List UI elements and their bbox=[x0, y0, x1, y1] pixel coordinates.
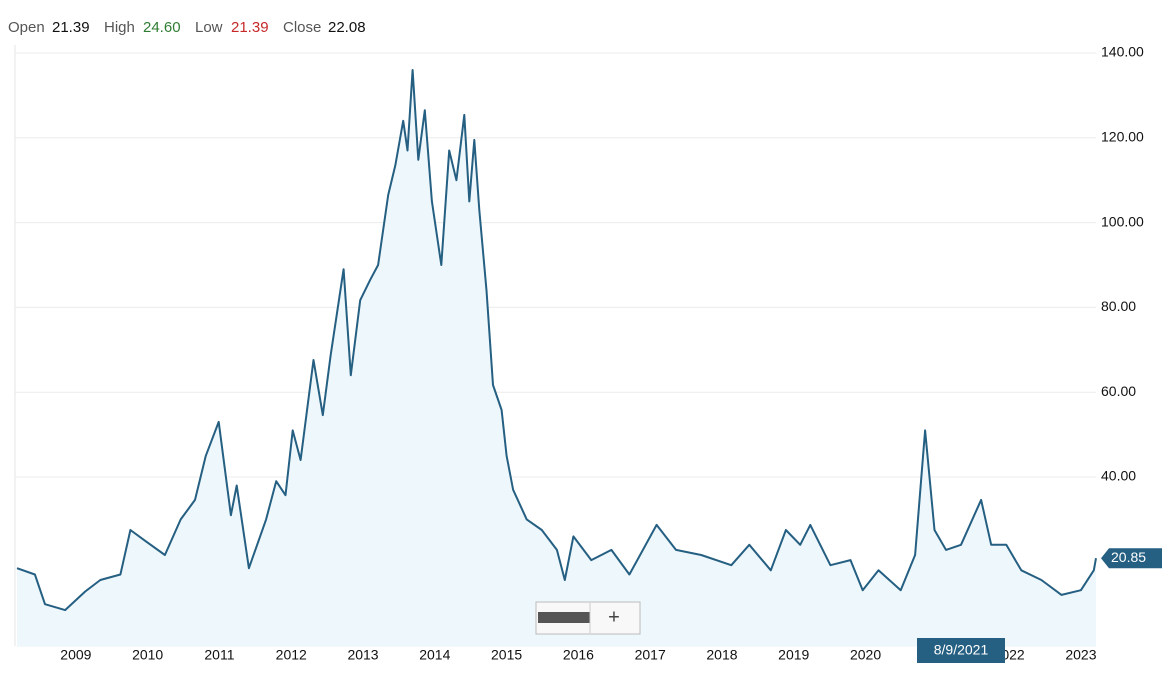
y-tick-label: 100.00 bbox=[1101, 213, 1144, 229]
plot-area bbox=[15, 52, 1097, 647]
x-tick-label: 2017 bbox=[635, 647, 666, 663]
x-tick-label: 2023 bbox=[1065, 647, 1096, 663]
low-value: 21.39 bbox=[231, 19, 269, 36]
open-label: Open bbox=[8, 19, 45, 36]
x-tick-label: 2015 bbox=[491, 647, 522, 663]
price-line bbox=[16, 69, 1097, 612]
x-tick-label: 2009 bbox=[60, 647, 91, 663]
crosshair-date: 8/9/2021 bbox=[934, 642, 989, 658]
close-value: 22.08 bbox=[328, 19, 366, 36]
x-tick-label: 2014 bbox=[419, 647, 450, 663]
x-tick-label: 2018 bbox=[706, 647, 737, 663]
crosshair-tooltip bbox=[917, 638, 1005, 663]
last-price-flag bbox=[1101, 548, 1162, 569]
x-tick-label: 2012 bbox=[276, 647, 307, 663]
x-tick-label: 2020 bbox=[850, 647, 881, 663]
open-value: 21.39 bbox=[52, 19, 90, 36]
x-tick-label: 2019 bbox=[778, 647, 809, 663]
low-label: Low bbox=[195, 19, 223, 36]
high-label: High bbox=[104, 19, 135, 36]
high-value: 24.60 bbox=[143, 19, 181, 36]
y-tick-label: 40.00 bbox=[1101, 468, 1136, 484]
y-tick-label: 60.00 bbox=[1101, 383, 1136, 399]
close-label: Close bbox=[283, 19, 321, 36]
y-tick-label: 120.00 bbox=[1101, 129, 1144, 145]
x-tick-label: 2011 bbox=[204, 647, 234, 663]
x-tick-label: 2013 bbox=[347, 647, 378, 663]
zoom-in-button[interactable]: + bbox=[608, 606, 620, 628]
x-tick-label: 2016 bbox=[563, 647, 594, 663]
navigator[interactable]: + bbox=[535, 601, 641, 635]
x-tick-label: 2010 bbox=[132, 647, 163, 663]
navigator-handle[interactable] bbox=[538, 612, 590, 623]
y-tick-label: 140.00 bbox=[1101, 44, 1144, 60]
area-fill bbox=[17, 70, 1096, 647]
last-price-label: 20.85 bbox=[1111, 549, 1146, 565]
y-tick-label: 80.00 bbox=[1101, 298, 1136, 314]
